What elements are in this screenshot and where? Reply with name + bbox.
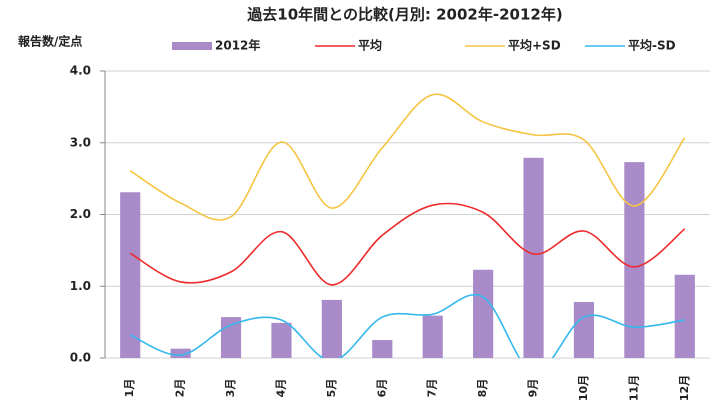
bar — [422, 315, 443, 358]
x-tick-label: 10月 — [577, 375, 590, 401]
legend-label: 2012年 — [215, 38, 260, 53]
y-axis-label: 報告数/定点 — [18, 34, 82, 49]
line — [129, 294, 685, 358]
bar — [523, 157, 544, 358]
x-tick-label: 1月 — [123, 379, 136, 398]
bar — [674, 274, 695, 358]
x-tick-label: 3月 — [224, 379, 237, 398]
y-tick-label: 0.0 — [70, 351, 91, 365]
legend-label: 平均 — [358, 38, 382, 53]
chart-title: 過去10年間との比較(月別: 2002年-2012年) — [246, 6, 562, 24]
x-tick-label: 5月 — [325, 379, 338, 398]
y-tick-label: 2.0 — [70, 207, 91, 221]
legend-label: 平均-SD — [628, 38, 676, 53]
x-tick-label: 11月 — [627, 375, 640, 401]
x-tick-label: 7月 — [426, 379, 439, 398]
y-tick-label: 4.0 — [70, 64, 91, 78]
legend-swatch — [172, 42, 212, 50]
x-tick-label: 4月 — [274, 379, 287, 398]
bar — [321, 299, 342, 358]
bar — [573, 302, 595, 358]
y-tick-label: 1.0 — [70, 279, 91, 293]
bar — [372, 340, 393, 358]
x-tick-label: 6月 — [375, 379, 388, 398]
plot-area — [120, 93, 695, 358]
legend-label: 平均+SD — [508, 38, 561, 53]
line — [129, 93, 686, 221]
bar — [120, 192, 141, 358]
x-tick-label: 12月 — [678, 375, 691, 401]
bar — [271, 322, 292, 358]
line — [129, 202, 686, 286]
bar — [473, 269, 494, 358]
x-tick-label: 8月 — [476, 379, 489, 398]
bar — [624, 162, 645, 358]
x-tick-label: 9月 — [527, 379, 540, 398]
x-tick-label: 2月 — [174, 379, 187, 398]
y-tick-label: 3.0 — [70, 135, 91, 149]
bar — [170, 348, 191, 358]
